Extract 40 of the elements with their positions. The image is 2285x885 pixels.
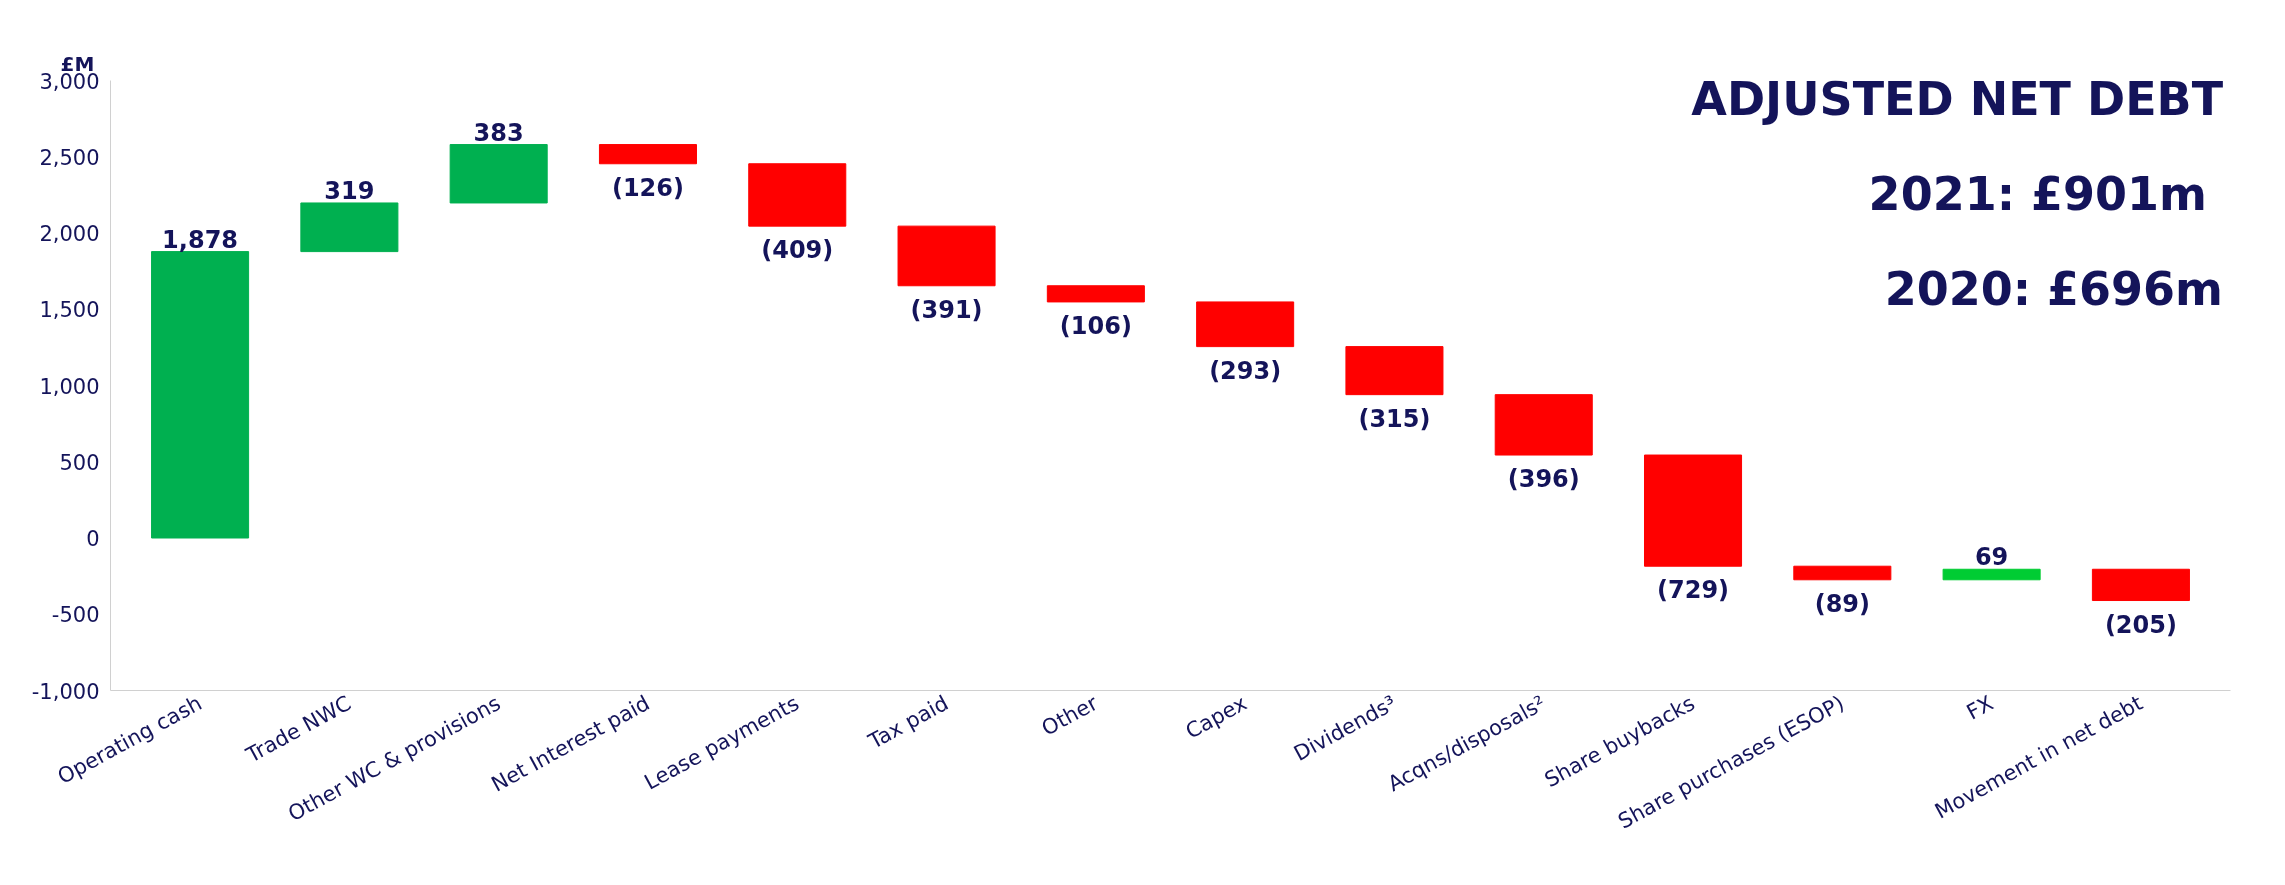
bar	[1644, 454, 1743, 567]
x-tick-label: FX	[1962, 690, 1998, 725]
data-label: (293)	[1209, 356, 1282, 385]
bar	[598, 144, 697, 165]
data-label: (396)	[1507, 465, 1580, 494]
bar	[748, 163, 847, 227]
data-label: 319	[324, 176, 375, 205]
y-tick-label: -500	[51, 603, 100, 628]
bar	[897, 225, 996, 287]
data-label: (126)	[611, 173, 684, 202]
y-tick-label: 1,500	[39, 298, 100, 323]
bar	[1345, 346, 1444, 396]
bar	[1942, 568, 2041, 581]
data-label: (391)	[910, 295, 983, 324]
bar	[300, 202, 399, 253]
annotation: 2020: £696m	[1884, 261, 2224, 316]
y-tick-label: 2,000	[39, 222, 100, 246]
bar	[1196, 301, 1295, 348]
data-label: 69	[1974, 543, 2009, 572]
y-tick-label: 2,500	[39, 145, 100, 170]
data-label: (409)	[761, 236, 834, 265]
data-label: (205)	[2104, 610, 2177, 639]
data-label: (315)	[1358, 404, 1431, 433]
data-label: (729)	[1657, 576, 1730, 605]
bar	[151, 251, 250, 539]
data-label: 1,878	[162, 225, 239, 254]
y-tick-label: 1,000	[39, 374, 100, 399]
bar	[1046, 285, 1145, 303]
data-label: (106)	[1059, 311, 1132, 340]
bar	[1793, 565, 1892, 581]
y-tick-label: 500	[59, 450, 100, 475]
data-label: (89)	[1814, 589, 1871, 618]
chart-title: ADJUSTED NET DEBT	[1691, 71, 2224, 126]
annotation: 2021: £901m	[1868, 166, 2208, 221]
y-tick-label: -1,000	[31, 679, 100, 704]
bar	[2091, 568, 2190, 602]
y-tick-label: 0	[86, 527, 100, 551]
bar	[1494, 394, 1593, 456]
bar	[449, 144, 548, 204]
data-label: 383	[473, 118, 524, 147]
